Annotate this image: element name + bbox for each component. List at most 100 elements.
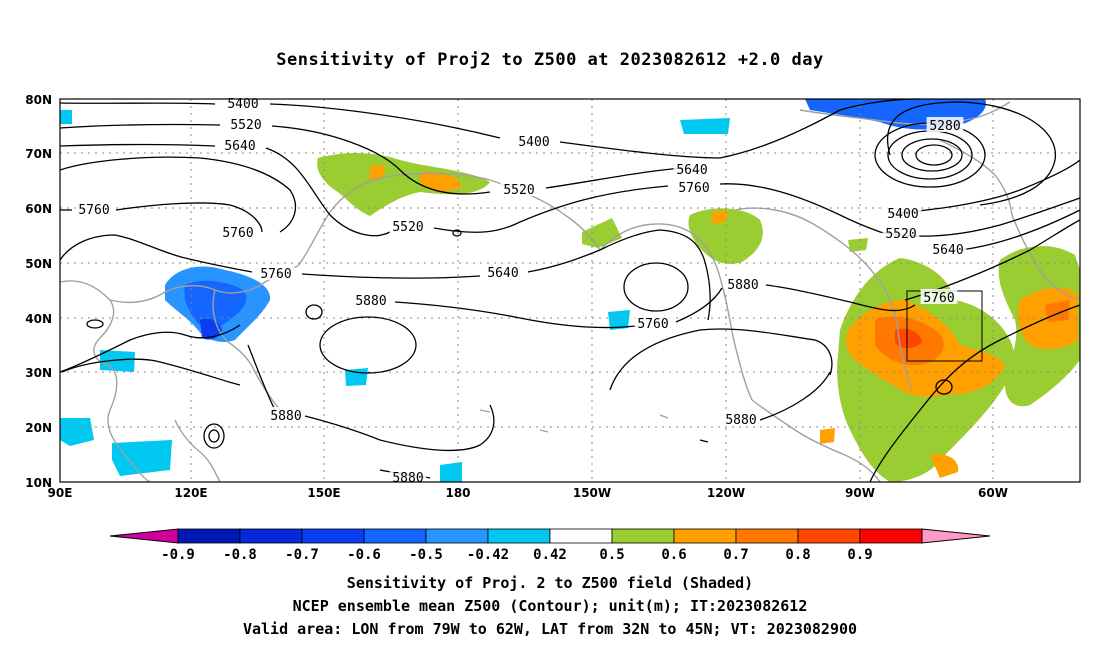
contour-label: 5760: [78, 203, 109, 218]
map-frame: [59, 98, 1081, 483]
contour-label: 5520: [230, 118, 261, 133]
positive-region-siberia-core-2: [370, 165, 385, 180]
lon-label-90w: 90W: [845, 486, 875, 500]
contour-label: 5880: [392, 471, 423, 486]
contour-label-bg: [882, 225, 920, 240]
lon-label-120e: 120E: [174, 486, 207, 500]
contour-label-bg: [389, 469, 427, 484]
positive-region-hudson: [848, 238, 868, 252]
contour-label: 5400: [227, 97, 258, 112]
contour-label: 5760: [923, 291, 954, 306]
contour-label: 5520: [392, 220, 423, 235]
contour-label-bg: [75, 201, 113, 216]
negative-region-sea-1: [100, 350, 135, 372]
colorbar-segment: [363, 528, 427, 544]
colorbar-left-arrow: [109, 528, 179, 544]
colorbar-label: 0.6: [661, 547, 686, 563]
colorbar-label: 0.5: [599, 547, 624, 563]
z500-contours: [59, 98, 1081, 483]
contour-label-bg: [675, 179, 713, 194]
lat-label-60n: 60N: [25, 202, 52, 216]
contour-label-bg: [722, 411, 760, 426]
caption-line-1: Sensitivity of Proj. 2 to Z500 field (Sh…: [346, 574, 754, 592]
colorbar-label: 0.9: [847, 547, 872, 563]
colorbar-label: -0.9: [161, 547, 195, 563]
colorbar-label: 0.7: [723, 547, 748, 563]
contour-label: 5400: [518, 135, 549, 150]
colorbar-segment: [611, 528, 675, 544]
colorbar-label: -0.42: [467, 547, 509, 563]
longitude-labels: 90E 120E 150E 180 150W 120W 90W 60W: [48, 486, 1008, 500]
colorbar-segment: [301, 528, 365, 544]
colorbar-segment: [425, 528, 489, 544]
positive-region-siberia: [317, 153, 490, 216]
map-area: 5400 5520 5640 5400 5280 5760 5760 5520 5520 5640…: [59, 95, 1081, 486]
contour-label: 5880: [270, 409, 301, 424]
colorbar-right-arrow: [921, 528, 991, 544]
contour-label-bg: [884, 205, 922, 220]
positive-region-canada: [688, 208, 763, 265]
lat-label-40n: 40N: [25, 312, 52, 326]
colorbar-label: 0.8: [785, 547, 810, 563]
negative-region-sea-3: [112, 440, 172, 476]
contour-label: 5520: [885, 227, 916, 242]
contour-label: 5880: [355, 294, 386, 309]
positive-region-florida: [820, 428, 835, 444]
contour-label-bg: [352, 292, 390, 307]
lon-label-120w: 120W: [707, 486, 745, 500]
lat-label-20n: 20N: [25, 421, 52, 435]
colorbar-segment: [797, 528, 861, 544]
lat-label-10n: 10N: [25, 476, 52, 490]
colorbar-segment: [549, 528, 613, 544]
contour-label-bg: [221, 137, 259, 152]
lon-label-180: 180: [445, 486, 470, 500]
contour-label-bg: [227, 116, 265, 131]
colorbar-segment: [859, 528, 923, 544]
contour-label: 5520: [503, 183, 534, 198]
colorbar: -0.9 -0.8 -0.7 -0.6 -0.5 -0.42 0.42 0.5 0.6 0.7 0.…: [109, 528, 991, 563]
colorbar-label: -0.6: [347, 547, 381, 563]
contour-label: 5640: [487, 266, 518, 281]
positive-region-caribbean-2: [930, 454, 959, 478]
lat-label-30n: 30N: [25, 366, 52, 380]
latitude-labels: 80N 70N 60N 50N 40N 30N 20N 10N: [25, 93, 52, 490]
contour-label: 5760: [260, 267, 291, 282]
colorbar-segment: [177, 528, 241, 544]
colorbar-label: -0.5: [409, 547, 443, 563]
contour-label: 5760: [678, 181, 709, 196]
contour-label-bg: [267, 407, 305, 422]
negative-region-alaska: [608, 310, 630, 330]
contour-label: 5400: [887, 207, 918, 222]
lon-label-60w: 60W: [978, 486, 1008, 500]
contour-label: 5640: [676, 163, 707, 178]
contour-label-bg: [920, 289, 958, 304]
caption-line-2: NCEP ensemble mean Z500 (Contour); unit(…: [292, 597, 808, 615]
coastlines: [59, 101, 1081, 483]
positive-region-siberia-core: [420, 171, 462, 192]
colorbar-segment: [735, 528, 799, 544]
lat-label-70n: 70N: [25, 147, 52, 161]
colorbar-label: -0.7: [285, 547, 319, 563]
positive-region-canada-core: [712, 210, 728, 224]
negative-region-sea-2: [60, 418, 94, 446]
contour-label: 5640: [224, 139, 255, 154]
contour-label-bg: [515, 133, 553, 148]
negative-region-nw: [60, 110, 72, 124]
positive-region-east-us-core: [895, 328, 922, 348]
contour-label-bg: [389, 218, 427, 233]
lon-label-90e: 90E: [48, 486, 73, 500]
contour-label-bg: [673, 161, 711, 176]
contour-label: 5880: [725, 413, 756, 428]
colorbar-label: 0.42: [533, 547, 567, 563]
contour-label: 5880: [727, 278, 758, 293]
graticule: [60, 99, 1080, 482]
lat-label-50n: 50N: [25, 257, 52, 271]
caption-line-3: Valid area: LON from 79W to 62W, LAT fro…: [242, 620, 858, 638]
contour-labels: 5400 5520 5640 5400 5280 5760 5760 5520 5520 5640…: [75, 95, 967, 486]
contour-label: 5760: [637, 317, 668, 332]
contour-label-bg: [929, 241, 967, 256]
contour-label-bg: [484, 264, 522, 279]
colorbar-segment: [239, 528, 303, 544]
lat-label-80n: 80N: [25, 93, 52, 107]
